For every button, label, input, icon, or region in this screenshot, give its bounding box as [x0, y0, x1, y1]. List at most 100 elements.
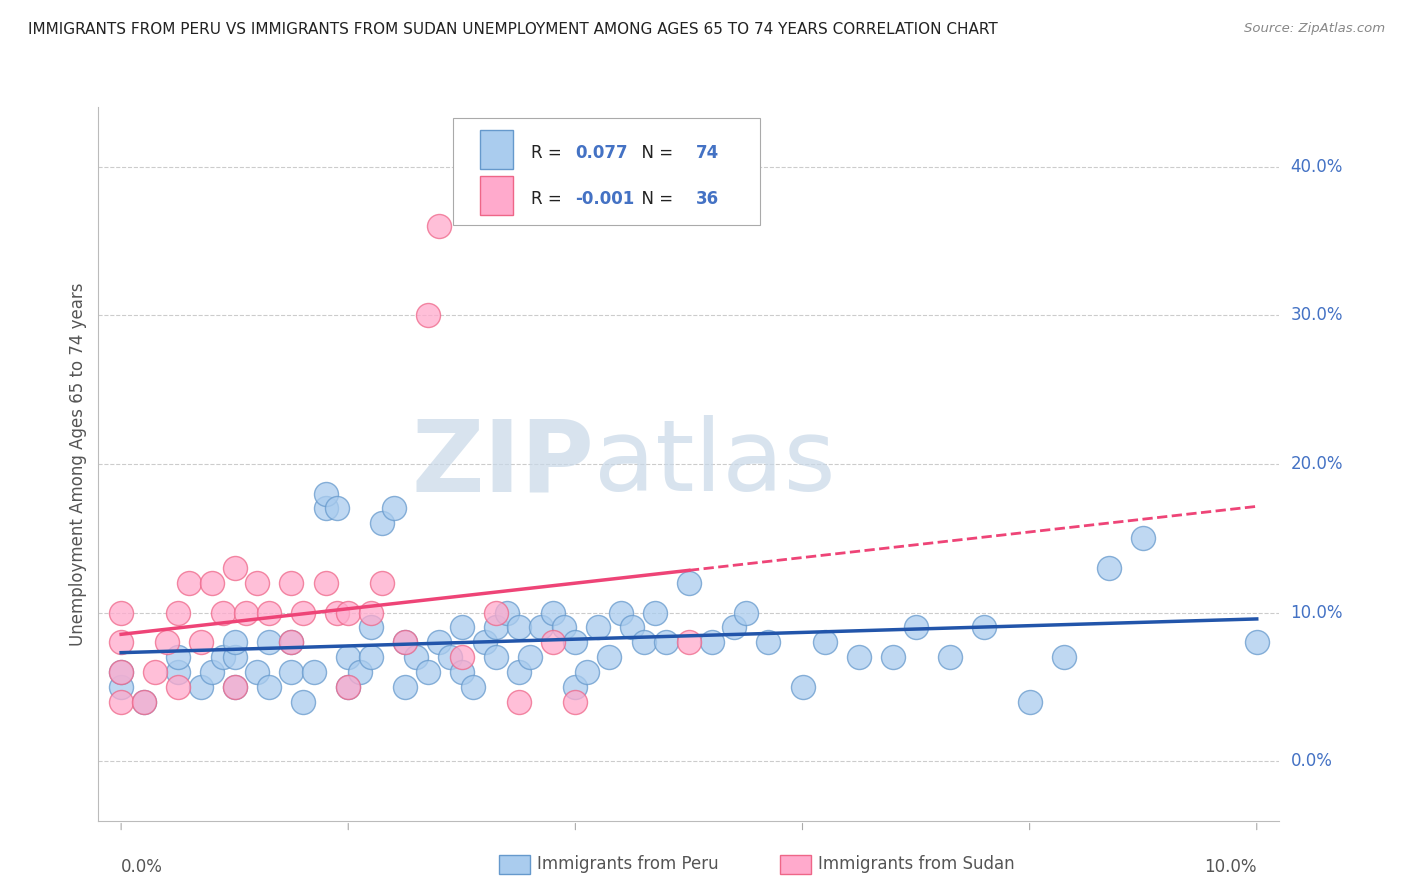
Point	[633, 635, 655, 649]
Point	[337, 650, 360, 665]
Text: R =: R =	[530, 190, 567, 208]
Point	[190, 680, 212, 694]
Point	[155, 635, 177, 649]
Point	[201, 575, 224, 590]
Text: 0.0%: 0.0%	[121, 858, 163, 876]
Point	[723, 620, 745, 634]
Point	[315, 486, 337, 500]
Point	[179, 575, 201, 590]
Point	[315, 501, 337, 516]
Text: ZIP: ZIP	[412, 416, 595, 512]
Point	[450, 665, 472, 679]
Point	[394, 680, 416, 694]
Point	[394, 635, 416, 649]
Point	[167, 680, 190, 694]
Point	[553, 620, 575, 634]
Point	[416, 308, 439, 322]
Text: atlas: atlas	[595, 416, 837, 512]
Point	[678, 635, 700, 649]
Point	[610, 606, 633, 620]
Point	[167, 650, 190, 665]
Point	[678, 575, 700, 590]
Point	[905, 620, 928, 634]
Text: IMMIGRANTS FROM PERU VS IMMIGRANTS FROM SUDAN UNEMPLOYMENT AMONG AGES 65 TO 74 Y: IMMIGRANTS FROM PERU VS IMMIGRANTS FROM …	[28, 22, 998, 37]
Point	[190, 635, 212, 649]
Text: 36: 36	[696, 190, 718, 208]
Text: 10.0%: 10.0%	[1205, 858, 1257, 876]
Point	[337, 680, 360, 694]
Point	[360, 650, 382, 665]
Point	[450, 620, 472, 634]
Point	[1053, 650, 1076, 665]
Point	[450, 650, 472, 665]
Point	[541, 635, 564, 649]
Point	[291, 695, 314, 709]
Point	[110, 635, 132, 649]
Point	[541, 606, 564, 620]
Point	[349, 665, 371, 679]
Point	[257, 680, 280, 694]
Point	[734, 606, 756, 620]
Point	[382, 501, 405, 516]
Point	[814, 635, 837, 649]
Point	[655, 635, 678, 649]
Point	[463, 680, 485, 694]
Point	[485, 620, 508, 634]
Point	[530, 620, 553, 634]
Point	[564, 695, 586, 709]
Point	[508, 695, 530, 709]
Y-axis label: Unemployment Among Ages 65 to 74 years: Unemployment Among Ages 65 to 74 years	[69, 282, 87, 646]
Point	[485, 606, 508, 620]
Point	[508, 665, 530, 679]
Text: 74: 74	[696, 145, 720, 162]
Point	[212, 606, 235, 620]
Text: Immigrants from Sudan: Immigrants from Sudan	[818, 855, 1015, 873]
Point	[110, 665, 132, 679]
Point	[598, 650, 620, 665]
Point	[291, 606, 314, 620]
Point	[326, 501, 349, 516]
Point	[224, 635, 246, 649]
Text: -0.001: -0.001	[575, 190, 636, 208]
Text: 0.0%: 0.0%	[1291, 752, 1333, 770]
Point	[224, 680, 246, 694]
Point	[257, 606, 280, 620]
Point	[405, 650, 427, 665]
Point	[621, 620, 644, 634]
Point	[564, 680, 586, 694]
Point	[143, 665, 166, 679]
Point	[371, 575, 394, 590]
Point	[882, 650, 904, 665]
Text: N =: N =	[631, 145, 679, 162]
Point	[758, 635, 780, 649]
Point	[132, 695, 155, 709]
Point	[360, 606, 382, 620]
Point	[257, 635, 280, 649]
Point	[792, 680, 814, 694]
Point	[110, 695, 132, 709]
Point	[224, 680, 246, 694]
Point	[1132, 531, 1154, 545]
Point	[212, 650, 235, 665]
Point	[371, 516, 394, 531]
Point	[700, 635, 723, 649]
Text: 10.0%: 10.0%	[1291, 604, 1343, 622]
FancyBboxPatch shape	[453, 118, 759, 225]
Point	[235, 606, 257, 620]
Point	[326, 606, 349, 620]
Point	[519, 650, 541, 665]
Point	[973, 620, 995, 634]
Point	[939, 650, 962, 665]
FancyBboxPatch shape	[479, 129, 513, 169]
Point	[394, 635, 416, 649]
Point	[224, 561, 246, 575]
Point	[496, 606, 519, 620]
Point	[644, 606, 666, 620]
Point	[246, 575, 269, 590]
Point	[167, 606, 190, 620]
Point	[280, 665, 302, 679]
Point	[485, 650, 508, 665]
Point	[246, 665, 269, 679]
Text: 0.077: 0.077	[575, 145, 628, 162]
Point	[575, 665, 598, 679]
